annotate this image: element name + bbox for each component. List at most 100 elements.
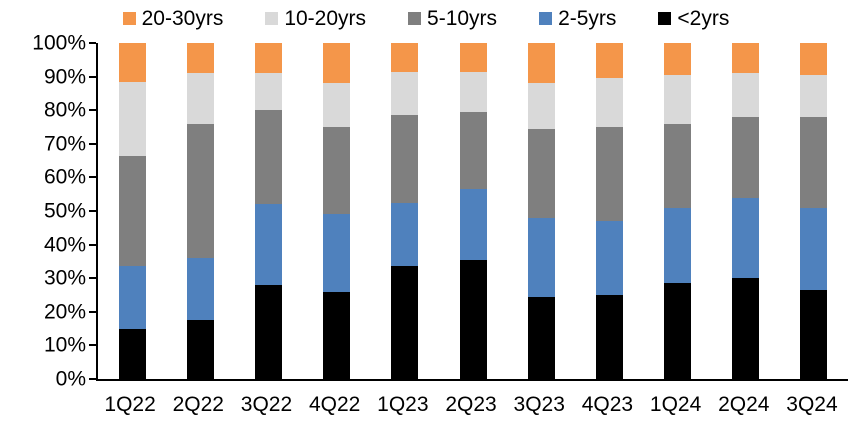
bar-2q24 [732,43,760,379]
x-tick-label: 3Q23 [513,393,565,416]
segment-1q22-2-5yrs [118,266,146,329]
segment-2q24-2-5yrs [732,197,760,279]
segment-1q22-20-30yrs [118,43,146,82]
bar-3q22 [254,43,282,379]
y-tick-label: 20% [43,300,86,324]
segment-1q24-20-30yrs [664,43,692,75]
bar-slot-3q24 [780,43,848,379]
segment-4q22-2-5yrs [323,214,351,292]
segment-4q23-2yrs [595,295,623,379]
segment-1q23-2-5yrs [391,202,419,267]
bar-slot-2q23 [439,43,507,379]
legend-label: 10-20yrs [284,7,367,30]
bar-1q23 [391,43,419,379]
segment-3q22-5-10yrs [254,110,282,205]
segment-3q24-2-5yrs [800,207,828,290]
legend-swatch-5-10yrs [408,12,422,25]
legend-item-20-30yrs: 20-30yrs [122,7,224,30]
x-tick-label: 2Q22 [172,393,224,416]
segment-4q22-2yrs [323,291,351,379]
bar-slot-1q22 [98,43,166,379]
segment-1q22-2yrs [118,328,146,379]
segment-2q22-20-30yrs [186,43,214,74]
segment-3q23-2yrs [527,296,555,379]
y-tick-mark [89,210,96,212]
y-tick-label: 30% [43,266,86,290]
bar-4q23 [595,43,623,379]
x-tick-label: 3Q22 [240,393,293,416]
segment-3q24-20-30yrs [800,43,828,75]
segment-4q22-20-30yrs [323,43,351,84]
bar-slot-1q23 [371,43,439,379]
segment-4q22-5-10yrs [323,127,351,215]
segment-2q22-5-10yrs [186,123,214,259]
segment-2q22-2yrs [186,320,214,379]
segment-1q23-2yrs [391,266,419,379]
segment-3q23-20-30yrs [527,43,555,84]
y-tick-mark [89,344,96,347]
legend-swatch-10-20yrs [265,12,279,25]
bar-slot-3q22 [234,43,302,379]
segment-3q22-10-20yrs [254,73,282,111]
y-tick-label: 0% [55,367,86,391]
segment-1q24-5-10yrs [664,123,692,208]
y-tick-mark [89,176,96,179]
segment-3q23-10-20yrs [527,83,555,129]
segment-4q23-5-10yrs [595,127,623,222]
y-tick-label: 80% [43,98,86,122]
x-tick-label: 4Q23 [581,393,634,416]
bar-1q22 [118,43,146,379]
bar-4q22 [323,43,351,379]
segment-3q23-2-5yrs [527,217,555,297]
segment-1q23-10-20yrs [391,71,419,116]
bar-1q24 [664,43,692,379]
x-tick-label: 1Q23 [377,393,429,416]
y-tick-label: 60% [43,165,86,189]
segment-3q22-20-30yrs [254,43,282,74]
y-tick-mark [89,277,96,280]
bar-slot-2q24 [712,43,780,379]
y-tick-label: 10% [43,333,86,357]
legend-label: 5-10yrs [427,7,498,30]
bar-slot-4q23 [575,43,643,379]
y-tick-label: 40% [43,233,86,257]
segment-2q23-2-5yrs [459,189,487,260]
segment-4q22-10-20yrs [323,83,351,128]
segment-3q24-2yrs [800,289,828,379]
legend-label: 20-30yrs [141,7,224,30]
legend-item-10-20yrs: 10-20yrs [265,8,366,29]
segment-2q24-10-20yrs [732,73,760,117]
plot-area [89,42,848,381]
segment-2q23-5-10yrs [459,111,487,190]
segment-4q23-2-5yrs [595,221,623,295]
segment-1q23-5-10yrs [391,115,419,203]
x-tick-label: 3Q24 [786,393,838,416]
bar-slot-1q24 [644,43,712,379]
y-tick-mark [89,75,96,78]
x-tick-label: 1Q24 [649,393,702,416]
x-tick-label: 4Q22 [308,393,361,416]
y-tick-label: 50% [43,199,86,223]
x-tick-label: 2Q23 [445,393,497,416]
segment-2q22-2-5yrs [186,258,214,321]
segment-3q23-5-10yrs [527,128,555,218]
y-tick-mark [89,378,96,380]
segment-1q24-2yrs [664,283,692,379]
legend-swatch-20-30yrs [122,12,136,25]
chart-legend: 20-30yrs 10-20yrs 5-10yrs 2-5yrs <2yrs [0,8,852,29]
y-axis: 100% 90% 80% 70% 60% 50% 40% 30% 20% 10% 0% [0,0,86,431]
y-tick-mark [89,243,96,246]
segment-4q23-10-20yrs [595,78,623,128]
segment-3q22-2yrs [254,284,282,379]
bar-3q24 [800,43,828,379]
bar-slot-4q22 [303,43,371,379]
segment-2q23-10-20yrs [459,71,487,112]
legend-swatch-2-5yrs [539,12,553,25]
segment-2q24-20-30yrs [732,43,760,74]
y-tick-mark [89,42,96,44]
segment-4q23-20-30yrs [595,43,623,79]
segment-2q24-5-10yrs [732,116,760,198]
segment-1q22-5-10yrs [118,155,146,267]
x-tick-label: 1Q22 [104,393,156,416]
